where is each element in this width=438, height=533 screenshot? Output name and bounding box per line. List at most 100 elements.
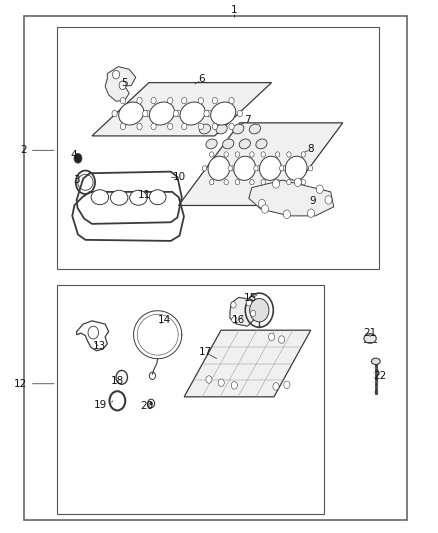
Circle shape (301, 180, 306, 185)
Circle shape (137, 123, 142, 130)
Circle shape (212, 98, 218, 104)
Bar (57, 285, 324, 514)
Circle shape (150, 402, 152, 405)
Text: 20: 20 (140, 401, 153, 411)
Text: 18: 18 (111, 376, 124, 386)
Polygon shape (178, 123, 343, 206)
Circle shape (258, 199, 265, 208)
Circle shape (202, 166, 207, 171)
Text: 10: 10 (173, 172, 186, 182)
Circle shape (272, 180, 279, 188)
Circle shape (74, 154, 82, 163)
Text: 15: 15 (244, 294, 257, 303)
Circle shape (137, 98, 142, 104)
Circle shape (168, 98, 173, 104)
Ellipse shape (208, 156, 230, 180)
Ellipse shape (110, 190, 128, 205)
Ellipse shape (234, 156, 255, 180)
Text: 7: 7 (244, 115, 251, 125)
Circle shape (235, 180, 240, 185)
Text: 11: 11 (138, 190, 151, 199)
Polygon shape (184, 330, 311, 397)
Circle shape (207, 110, 212, 117)
Circle shape (209, 180, 214, 185)
Text: 17: 17 (199, 347, 212, 357)
Circle shape (261, 180, 265, 185)
Circle shape (261, 152, 265, 157)
Circle shape (246, 300, 251, 306)
Circle shape (198, 123, 204, 130)
Circle shape (231, 302, 236, 308)
Text: 1: 1 (231, 5, 238, 14)
Text: 8: 8 (307, 144, 314, 154)
Ellipse shape (256, 139, 267, 149)
Circle shape (276, 180, 280, 185)
Ellipse shape (206, 139, 217, 149)
Circle shape (151, 123, 156, 130)
Circle shape (254, 166, 258, 171)
Circle shape (232, 317, 237, 323)
Circle shape (325, 196, 332, 204)
Ellipse shape (199, 124, 211, 134)
Circle shape (206, 376, 212, 383)
Circle shape (173, 110, 179, 117)
Circle shape (224, 180, 228, 185)
Text: 6: 6 (198, 74, 205, 84)
Circle shape (308, 166, 313, 171)
Circle shape (257, 166, 261, 171)
Circle shape (182, 98, 187, 104)
Polygon shape (92, 83, 272, 136)
Circle shape (120, 123, 126, 130)
Bar (57, 27, 379, 269)
Ellipse shape (216, 124, 227, 134)
Circle shape (113, 70, 120, 79)
Text: 16: 16 (232, 315, 245, 325)
Text: 12: 12 (14, 379, 27, 389)
Circle shape (176, 110, 181, 117)
Ellipse shape (233, 124, 244, 134)
Circle shape (151, 98, 156, 104)
Circle shape (204, 110, 209, 117)
Circle shape (119, 81, 126, 90)
Ellipse shape (211, 102, 236, 125)
Circle shape (279, 166, 284, 171)
Ellipse shape (223, 139, 234, 149)
Circle shape (250, 298, 269, 322)
Circle shape (231, 166, 236, 171)
Text: 2: 2 (21, 146, 27, 155)
Text: 5: 5 (121, 78, 128, 87)
Circle shape (268, 333, 275, 341)
Ellipse shape (239, 139, 251, 149)
Circle shape (284, 381, 290, 389)
Circle shape (228, 166, 233, 171)
Text: 21: 21 (364, 328, 377, 338)
Circle shape (143, 110, 148, 117)
Circle shape (182, 123, 187, 130)
Text: 4: 4 (70, 150, 77, 159)
Bar (24, 16, 407, 520)
Circle shape (250, 152, 254, 157)
Text: 9: 9 (310, 196, 317, 206)
Ellipse shape (260, 156, 281, 180)
Circle shape (235, 152, 240, 157)
Circle shape (229, 123, 234, 130)
Ellipse shape (149, 190, 166, 205)
Circle shape (287, 152, 291, 157)
Circle shape (250, 180, 254, 185)
Circle shape (237, 110, 243, 117)
Ellipse shape (180, 102, 205, 125)
Ellipse shape (91, 190, 109, 205)
Circle shape (283, 210, 290, 219)
Circle shape (145, 110, 151, 117)
Circle shape (218, 379, 224, 386)
Text: 13: 13 (93, 342, 106, 351)
Circle shape (212, 123, 218, 130)
Circle shape (279, 336, 285, 343)
Ellipse shape (364, 334, 376, 343)
Circle shape (251, 310, 256, 317)
Circle shape (229, 98, 234, 104)
Circle shape (112, 110, 117, 117)
Circle shape (283, 166, 287, 171)
Circle shape (294, 178, 301, 187)
Text: 3: 3 (73, 175, 80, 185)
